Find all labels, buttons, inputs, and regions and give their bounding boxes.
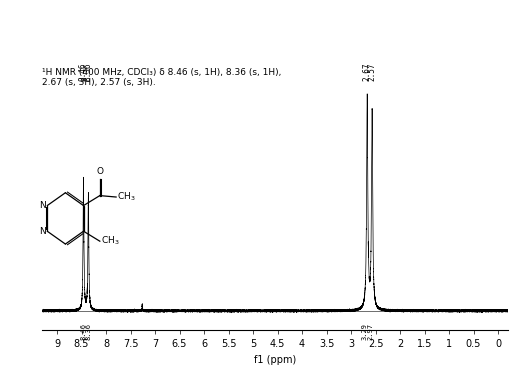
Text: 2.67: 2.67 <box>363 63 372 81</box>
Text: 8.36: 8.36 <box>85 322 92 339</box>
Text: 8.46: 8.46 <box>79 63 88 81</box>
Text: N: N <box>39 201 45 210</box>
Text: 2.97: 2.97 <box>368 322 374 339</box>
Text: CH$_3$: CH$_3$ <box>101 235 120 248</box>
Text: N: N <box>39 227 45 236</box>
Text: ¹H NMR (400 MHz, CDCl₃) δ 8.46 (s, 1H), 8.36 (s, 1H),
2.67 (s, 3H), 2.57 (s, 3H): ¹H NMR (400 MHz, CDCl₃) δ 8.46 (s, 1H), … <box>42 68 282 87</box>
Text: 3.29: 3.29 <box>361 322 368 339</box>
X-axis label: f1 (ppm): f1 (ppm) <box>254 355 296 364</box>
Text: 2.57: 2.57 <box>368 63 377 81</box>
Text: CH$_3$: CH$_3$ <box>117 191 136 203</box>
Text: O: O <box>96 166 103 176</box>
Text: 8.36: 8.36 <box>84 63 93 81</box>
Text: 8.46: 8.46 <box>80 322 86 339</box>
